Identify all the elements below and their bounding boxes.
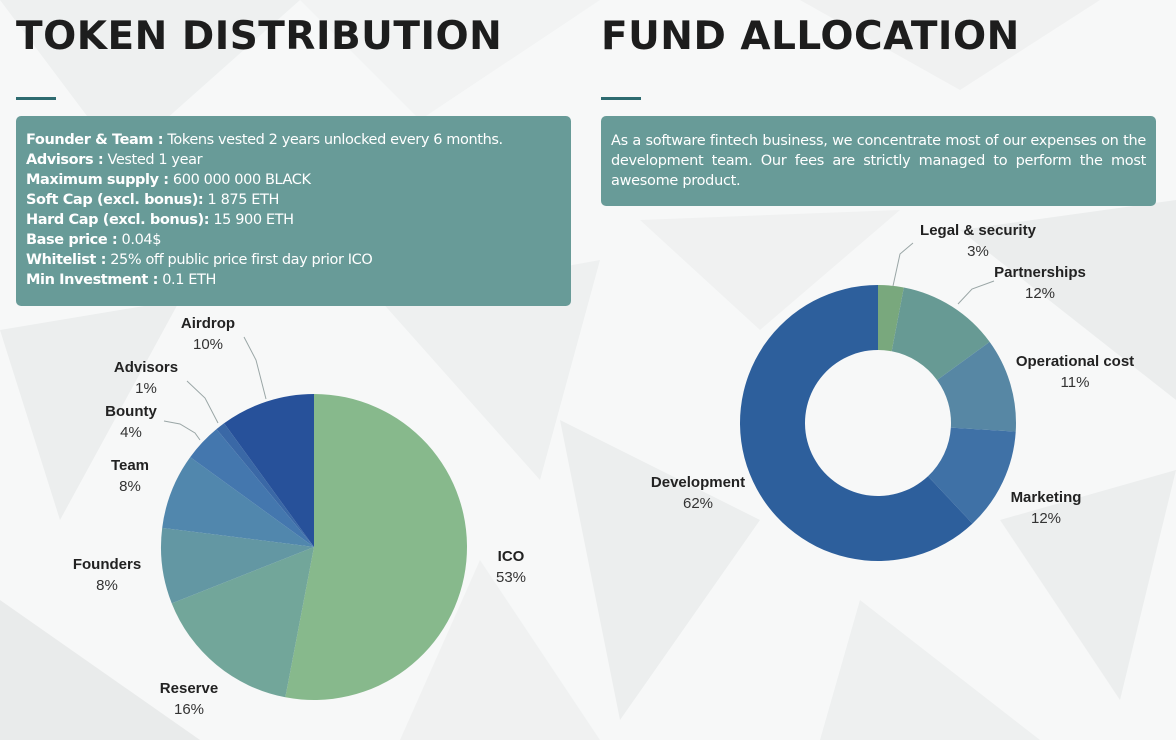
- leader-line-airdrop: [243, 336, 267, 400]
- leader-line-bounty: [163, 420, 201, 441]
- slice-value-founders: 8%: [96, 577, 118, 594]
- slice-value-marketing: 12%: [1031, 510, 1061, 527]
- token-distribution-chart: ICO 53% Reserve 16% Founders 8% Team 8% Bounty 4%…: [73, 315, 526, 718]
- slice-legal-security[interactable]: [878, 285, 904, 352]
- slice-label-reserve: Reserve: [160, 680, 218, 697]
- info-line: Soft Cap (excl. bonus): 1 875 ETH: [26, 190, 561, 210]
- info-value: 25% off public price first day prior ICO: [106, 252, 373, 268]
- info-label: Base price :: [26, 232, 118, 248]
- slice-value-operational-cost: 11%: [1061, 374, 1090, 391]
- info-label: Hard Cap (excl. bonus):: [26, 212, 210, 228]
- info-value: 600 000 000 BLACK: [168, 172, 311, 188]
- fund-description-box: As a software fintech business, we conce…: [601, 116, 1156, 206]
- slice-label-ico: ICO: [498, 548, 525, 565]
- slice-ico[interactable]: [285, 394, 467, 700]
- title-underline: [16, 97, 56, 100]
- title-underline: [601, 97, 641, 100]
- slice-bounty[interactable]: [190, 429, 314, 547]
- slice-label-marketing: Marketing: [1011, 489, 1082, 506]
- slice-team[interactable]: [162, 457, 314, 547]
- slice-reserve[interactable]: [171, 547, 314, 698]
- info-label: Advisors :: [26, 152, 104, 168]
- info-label: Founder & Team :: [26, 132, 164, 148]
- slice-label-airdrop: Airdrop: [181, 315, 235, 332]
- slice-development[interactable]: [740, 285, 973, 561]
- slice-value-airdrop: 10%: [193, 336, 223, 353]
- info-line: Base price : 0.04$: [26, 230, 561, 250]
- slice-label-partnerships: Partnerships: [994, 264, 1086, 281]
- slice-value-advisors: 1%: [135, 380, 157, 397]
- slice-label-bounty: Bounty: [105, 403, 157, 420]
- slice-value-bounty: 4%: [120, 424, 142, 441]
- token-info-box: Founder & Team : Tokens vested 2 years u…: [16, 116, 571, 306]
- slice-label-advisors: Advisors: [114, 359, 178, 376]
- slice-value-team: 8%: [119, 478, 141, 495]
- slice-airdrop[interactable]: [224, 394, 314, 547]
- info-label: Maximum supply :: [26, 172, 169, 188]
- info-value: 15 900 ETH: [209, 212, 294, 228]
- slice-value-development: 62%: [683, 495, 713, 512]
- slice-value-legal-security: 3%: [967, 243, 989, 260]
- info-value: Tokens vested 2 years unlocked every 6 m…: [163, 132, 503, 148]
- info-label: Min Investment :: [26, 272, 158, 288]
- leader-line-legal-security: [892, 242, 914, 287]
- slice-label-development: Development: [651, 474, 745, 491]
- slice-founders[interactable]: [161, 527, 314, 604]
- info-line: Min Investment : 0.1 ETH: [26, 270, 561, 290]
- slice-value-partnerships: 12%: [1025, 285, 1055, 302]
- info-value: 1 875 ETH: [203, 192, 280, 208]
- info-line: Maximum supply : 600 000 000 BLACK: [26, 170, 561, 190]
- slice-label-team: Team: [111, 457, 149, 474]
- info-label: Soft Cap (excl. bonus):: [26, 192, 204, 208]
- slice-partnerships[interactable]: [891, 287, 990, 381]
- slice-advisors[interactable]: [216, 423, 314, 547]
- slice-marketing[interactable]: [927, 427, 1016, 524]
- slice-operational-cost[interactable]: [937, 341, 1016, 432]
- slice-value-ico: 53%: [496, 569, 526, 586]
- slice-label-operational-cost: Operational cost: [1016, 353, 1134, 370]
- info-line: Advisors : Vested 1 year: [26, 150, 561, 170]
- leader-line-partnerships: [957, 280, 995, 305]
- info-line: Whitelist : 25% off public price first d…: [26, 250, 561, 270]
- info-line: Hard Cap (excl. bonus): 15 900 ETH: [26, 210, 561, 230]
- slice-label-legal-security: Legal & security: [920, 222, 1037, 239]
- info-label: Whitelist :: [26, 252, 107, 268]
- info-line: Founder & Team : Tokens vested 2 years u…: [26, 130, 561, 150]
- info-value: 0.1 ETH: [157, 272, 216, 288]
- info-value: 0.04$: [117, 232, 162, 248]
- slice-label-founders: Founders: [73, 556, 141, 573]
- fund-allocation-title: FUND ALLOCATION: [601, 14, 1020, 59]
- token-distribution-title: TOKEN DISTRIBUTION: [16, 14, 503, 59]
- leader-line-advisors: [186, 380, 219, 424]
- fund-allocation-chart: Legal & security 3% Partnerships 12% Operati…: [651, 222, 1134, 561]
- info-value: Vested 1 year: [103, 152, 203, 168]
- slice-value-reserve: 16%: [174, 701, 204, 718]
